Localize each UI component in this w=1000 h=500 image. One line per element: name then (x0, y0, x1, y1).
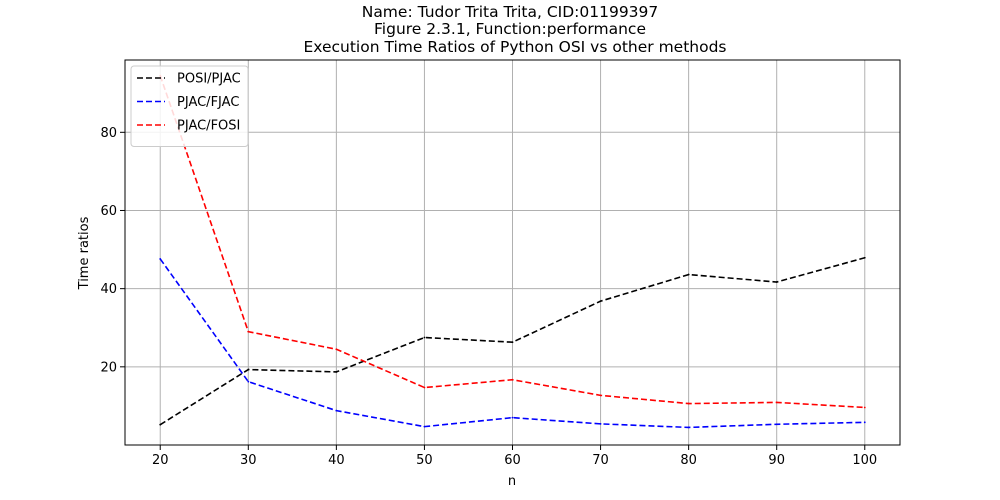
data-point (511, 341, 514, 344)
data-point (599, 394, 602, 397)
y-tick-label: 40 (100, 282, 117, 297)
data-point (863, 406, 866, 409)
grid (125, 60, 900, 445)
legend-entry: POSI/PJAC (177, 72, 241, 87)
series-line-pjac-fjac (159, 258, 865, 429)
legend: POSI/PJAC PJAC/FJAC PJAC/FOSI (130, 65, 249, 147)
data-point (863, 421, 866, 424)
data-point (335, 348, 338, 351)
legend-entry: PJAC/FOSI (177, 119, 240, 134)
title-line-2: Figure 2.3.1, Function:performance (374, 20, 646, 38)
x-tick-label: 60 (504, 453, 521, 468)
data-point (423, 336, 426, 339)
plot-series (159, 74, 866, 429)
data-point (159, 258, 162, 260)
data-point (599, 300, 602, 303)
data-point (511, 416, 514, 419)
y-tick-label: 60 (100, 204, 117, 219)
data-point (247, 380, 250, 383)
title-line-1: Name: Tudor Trita Trita, CID:01199397 (362, 3, 659, 21)
axis-ticks: 20 30 40 50 60 70 80 90 100 20 40 60 80 (100, 126, 877, 468)
data-point (687, 426, 690, 429)
data-point (775, 423, 778, 426)
x-tick-label: 100 (852, 453, 877, 468)
data-point (247, 330, 250, 333)
data-point (335, 371, 338, 373)
legend-entry: PJAC/FJAC (177, 95, 239, 110)
x-tick-label: 80 (680, 453, 697, 468)
data-point (863, 256, 866, 259)
data-point (599, 422, 602, 425)
x-tick-label: 70 (592, 453, 609, 468)
legend-box (130, 65, 249, 147)
x-tick-label: 50 (416, 453, 433, 468)
data-point (423, 425, 426, 428)
x-tick-label: 20 (152, 453, 169, 468)
x-axis-label: n (508, 474, 516, 489)
data-point (775, 281, 778, 283)
chart-title: Name: Tudor Trita Trita, CID:01199397 Fi… (303, 3, 726, 56)
title-line-3: Execution Time Ratios of Python OSI vs o… (303, 38, 726, 56)
x-tick-label: 40 (328, 453, 345, 468)
y-axis-label: Time ratios (77, 216, 92, 290)
x-tick-label: 90 (768, 453, 785, 468)
data-point (511, 378, 514, 381)
data-point (423, 386, 426, 389)
data-point (159, 423, 162, 426)
data-point (775, 401, 778, 404)
x-tick-label: 30 (240, 453, 257, 468)
y-tick-label: 20 (100, 360, 117, 375)
data-point (247, 368, 250, 371)
data-point (687, 273, 690, 276)
y-tick-label: 80 (100, 126, 117, 141)
data-point (687, 402, 690, 405)
data-point (335, 409, 338, 412)
